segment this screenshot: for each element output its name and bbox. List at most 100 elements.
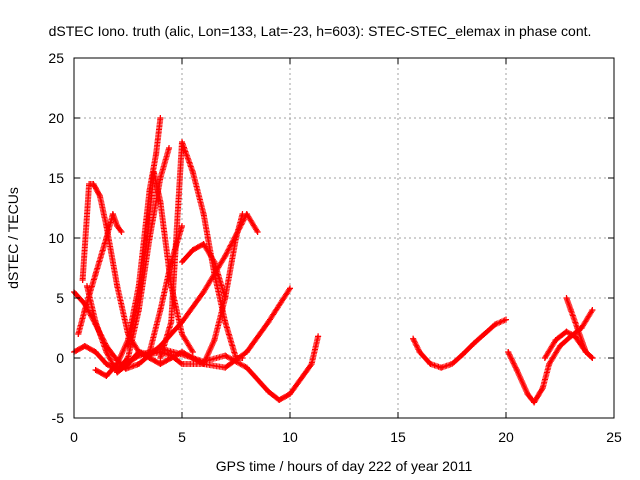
data-point <box>481 331 488 337</box>
data-point <box>189 355 196 361</box>
tick-labels: 0 5 10 15 20 25 -5 0 5 10 15 20 25 <box>48 50 622 445</box>
data-markers <box>71 115 596 406</box>
data-point <box>200 241 207 247</box>
data-point <box>505 349 512 355</box>
data-point <box>179 139 185 145</box>
data-point <box>557 343 563 349</box>
data-point <box>492 321 499 328</box>
data-point <box>103 373 110 379</box>
data-point <box>157 175 164 181</box>
data-point <box>157 361 164 367</box>
data-point <box>265 319 272 325</box>
data-point <box>410 335 417 342</box>
y-tick-label: -5 <box>52 410 65 426</box>
x-tick-label: 0 <box>70 429 78 445</box>
data-point <box>92 271 99 277</box>
data-series <box>179 241 229 301</box>
data-point <box>589 307 596 313</box>
x-tick-label: 10 <box>282 429 298 445</box>
data-point <box>179 331 185 337</box>
data-point <box>524 391 531 397</box>
data-point <box>189 349 196 355</box>
x-axis-label: GPS time / hours of day 222 of year 2011 <box>216 458 473 474</box>
axis-ticks <box>73 57 615 419</box>
data-point <box>222 319 229 325</box>
data-point <box>513 367 520 373</box>
data-point <box>222 295 229 301</box>
data-point <box>92 367 99 373</box>
data-point <box>200 361 207 367</box>
data-point <box>103 223 110 229</box>
data-point <box>146 355 153 361</box>
data-point <box>265 388 272 395</box>
y-tick-label: 5 <box>56 290 64 306</box>
data-point <box>83 283 90 289</box>
data-series <box>157 139 246 361</box>
data-point <box>118 229 125 235</box>
data-point <box>287 285 293 292</box>
data-point <box>114 223 121 229</box>
series-markers <box>71 333 322 403</box>
data-point <box>552 337 559 343</box>
data-point <box>222 253 229 259</box>
data-point <box>157 199 164 205</box>
data-point <box>438 364 445 371</box>
data-point <box>254 229 261 235</box>
grid <box>74 58 614 418</box>
data-point <box>243 349 250 355</box>
data-point <box>96 193 103 199</box>
data-point <box>541 355 548 361</box>
data-point <box>503 316 509 323</box>
data-series <box>71 333 322 403</box>
x-tick-label: 20 <box>498 429 514 445</box>
data-point <box>211 337 218 343</box>
data-series <box>146 223 185 355</box>
data-point <box>315 333 322 340</box>
data-point <box>157 307 164 313</box>
data-point <box>168 319 175 325</box>
data-point <box>157 115 164 121</box>
data-point <box>539 385 546 391</box>
data-point <box>135 361 142 367</box>
data-point <box>567 307 574 313</box>
data-point <box>179 259 185 265</box>
data-point <box>81 343 88 349</box>
data-point <box>189 169 196 175</box>
y-tick-label: 15 <box>48 170 64 186</box>
data-point <box>308 361 315 367</box>
data-point <box>135 349 142 355</box>
data-point <box>75 331 82 337</box>
data-point <box>222 352 229 359</box>
data-point <box>144 235 151 241</box>
data-point <box>459 351 466 358</box>
data-point <box>135 295 142 301</box>
x-tick-label: 15 <box>390 429 406 445</box>
series-markers <box>505 307 596 406</box>
data-point <box>125 355 131 361</box>
data-point <box>211 259 218 265</box>
data-point <box>109 211 116 217</box>
data-point <box>239 211 246 217</box>
data-point <box>200 289 207 295</box>
data-point <box>572 333 579 340</box>
y-tick-label: 20 <box>48 110 64 126</box>
data-point <box>449 361 455 367</box>
data-point <box>103 361 110 367</box>
data-point <box>563 295 570 301</box>
data-point <box>153 151 160 157</box>
data-point <box>239 355 246 361</box>
data-point <box>222 364 229 371</box>
data-point <box>79 277 86 283</box>
data-point <box>563 328 570 335</box>
data-point <box>574 325 581 331</box>
data-point <box>150 169 157 175</box>
data-point <box>168 355 175 361</box>
data-series <box>505 307 596 406</box>
data-point <box>233 355 239 361</box>
data-point <box>166 145 173 151</box>
data-point <box>287 391 293 397</box>
data-point <box>189 247 196 253</box>
data-point <box>157 355 164 361</box>
data-point <box>179 349 185 355</box>
